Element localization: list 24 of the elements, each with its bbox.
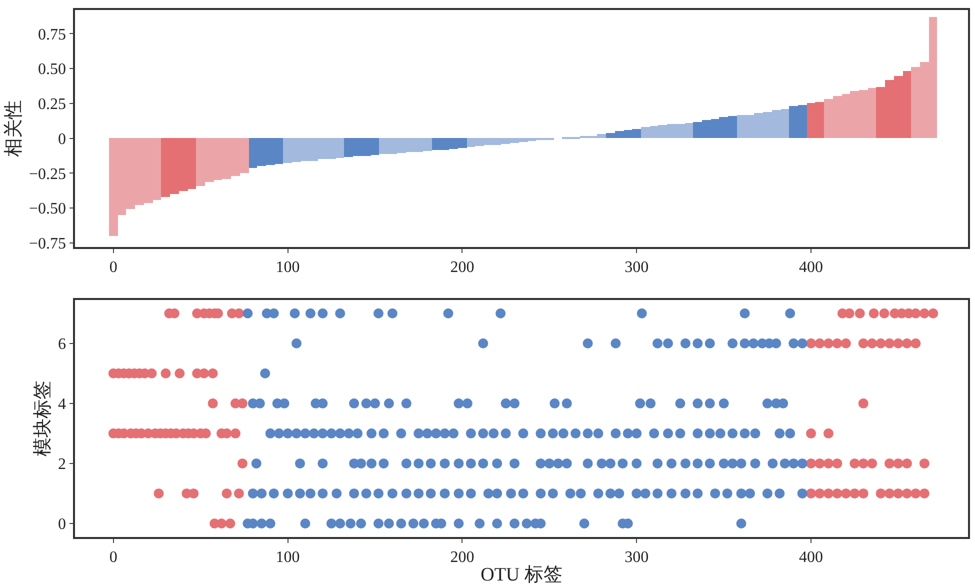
- y-tick-label: 0: [58, 516, 66, 534]
- y-axis-title: 模块标签: [32, 380, 54, 456]
- y-tick-label: 0: [58, 130, 66, 148]
- y-tick-label: 0.25: [38, 96, 66, 114]
- y-tick-label: 0.50: [38, 61, 66, 78]
- x-axis-title: OTU 标签: [480, 564, 562, 586]
- x-tick-label: 400: [799, 259, 824, 276]
- x-tick-label: 300: [624, 259, 649, 276]
- y-tick-label: 2: [58, 456, 66, 474]
- y-axis-title: 相关性: [3, 100, 24, 158]
- y-tick-label: 6: [58, 336, 66, 353]
- x-tick-label: 200: [450, 259, 474, 276]
- x-tick-label: 400: [799, 548, 824, 566]
- y-tick-label: −0.25: [29, 166, 66, 183]
- x-tick-label: 200: [450, 548, 474, 566]
- y-tick-label: 4: [58, 396, 66, 414]
- y-tick-label: 0.75: [38, 26, 66, 44]
- y-tick-label: −0.50: [29, 200, 66, 218]
- x-tick-label: 100: [276, 548, 300, 566]
- x-tick-label: 300: [624, 548, 649, 566]
- y-tick-label: −0.75: [29, 236, 66, 253]
- x-tick-label: 0: [109, 548, 118, 566]
- x-tick-label: 0: [109, 259, 118, 276]
- x-tick-label: 100: [276, 259, 300, 276]
